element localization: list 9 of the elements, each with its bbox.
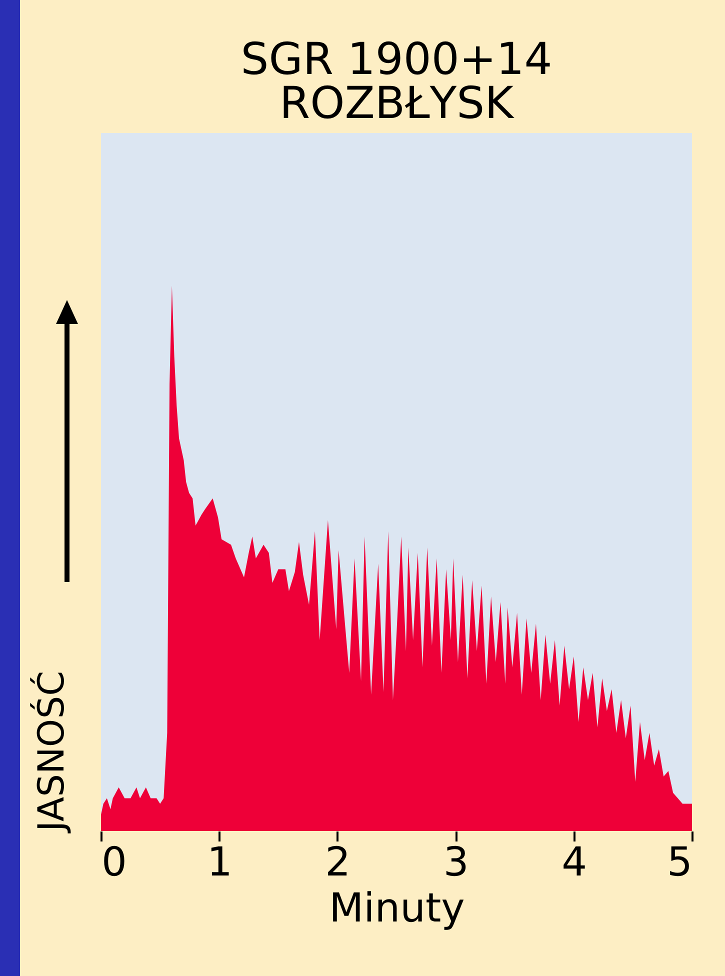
x-tick-label: 4 <box>562 840 588 886</box>
x-tick-label: 5 <box>667 840 692 886</box>
x-tick-label: 2 <box>325 840 351 886</box>
x-tick-label: 1 <box>206 840 232 886</box>
x-tick-label: 3 <box>443 840 469 886</box>
chart-title: SGR 1900+14 ROZBŁYSK <box>240 34 552 129</box>
x-axis-title: Minuty <box>329 886 465 932</box>
y-axis-title: JASNOŚĆ <box>30 670 72 834</box>
x-tick-label: 0 <box>102 840 127 886</box>
